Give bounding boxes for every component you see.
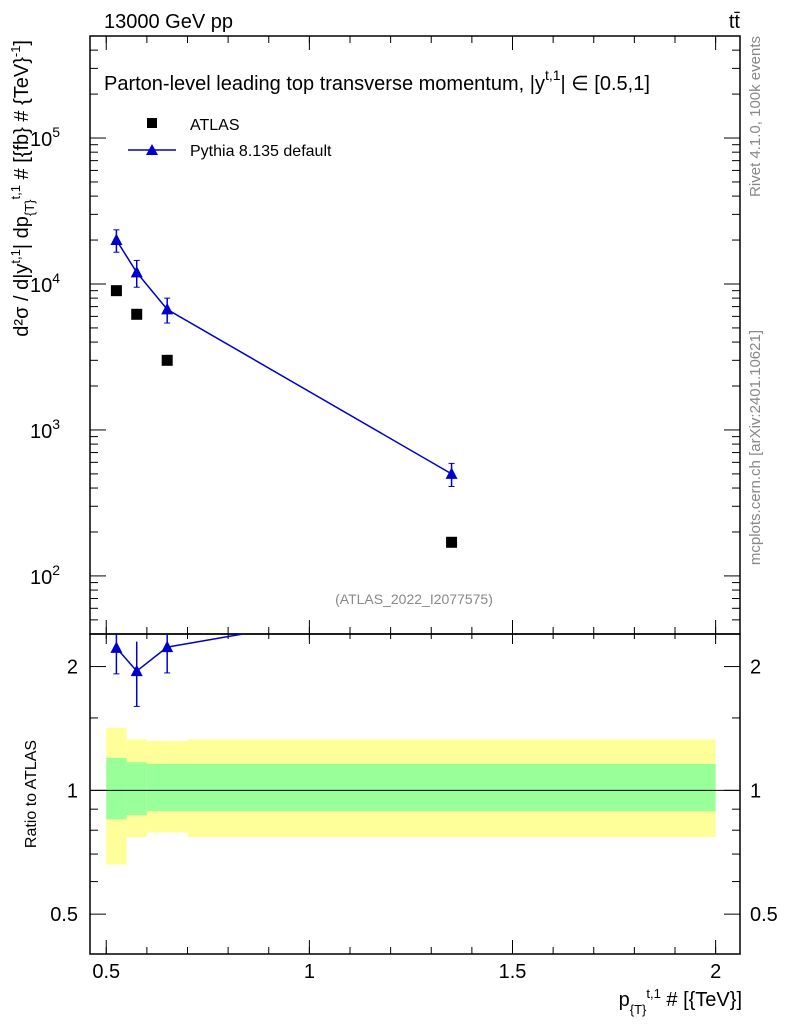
ratio-point xyxy=(110,641,123,653)
ratio-y-tick-label-right: 0.5 xyxy=(750,904,778,926)
chart-title-sup: t,1 xyxy=(545,67,561,83)
data-marks xyxy=(110,229,458,707)
atlas-point xyxy=(161,354,173,366)
mcplots-label: mcplots.cern.ch [arXiv:2401.10621] xyxy=(747,330,764,565)
atlas-point xyxy=(131,308,143,320)
y-tick-exponent: 4 xyxy=(52,270,60,286)
analysis-id: (ATLAS_2022_I2077575) xyxy=(335,591,493,607)
atlas-point xyxy=(446,536,458,548)
ratio-point xyxy=(130,664,143,677)
legend-atlas-marker xyxy=(147,118,157,128)
pythia-line xyxy=(115,239,452,475)
y-tick-label: 104 xyxy=(30,270,60,297)
x-tick-label: 1.5 xyxy=(499,961,527,983)
legend-pythia-marker xyxy=(146,144,158,155)
header-left: 13000 GeV pp xyxy=(104,11,233,33)
x-tick-label: 2 xyxy=(710,961,721,983)
x-tick-label: 1 xyxy=(304,961,315,983)
x-axis-label: p{T}t,1 # [{TeV}] xyxy=(619,986,742,1017)
y-tick-label: 102 xyxy=(30,562,60,589)
header-right: tt̄ xyxy=(729,11,741,33)
ratio-y-tick-label-right: 1 xyxy=(750,780,761,802)
y-tick-exponent: 3 xyxy=(52,416,60,432)
pythia-point xyxy=(110,233,123,246)
pythia-point xyxy=(161,302,174,315)
y-tick-exponent: 2 xyxy=(52,562,60,578)
pythia-point xyxy=(445,467,458,479)
ratio-y-axis-label: Ratio to ATLAS xyxy=(23,740,40,848)
ratio-y-tick-label: 1 xyxy=(67,780,78,802)
main-frame xyxy=(89,35,741,635)
y-tick-label: 105 xyxy=(30,124,60,151)
ratio-band-inner xyxy=(126,762,147,816)
chart-title-text: Parton-level leading top transverse mome… xyxy=(104,73,545,95)
rivet-label: Rivet 4.1.0, 100k events xyxy=(747,36,764,197)
x-tick-label: 0.5 xyxy=(92,961,120,983)
ratio-y-tick-label-right: 2 xyxy=(750,657,761,679)
ratio-band-inner xyxy=(146,763,188,812)
chart-title-tail: | ∈ [0.5,1] xyxy=(561,73,650,95)
ratio-line xyxy=(167,633,243,648)
ratio-y-tick-label: 2 xyxy=(67,657,78,679)
pythia-point xyxy=(130,265,143,278)
y-tick-exponent: 5 xyxy=(52,124,60,140)
ratio-frame xyxy=(89,633,741,955)
y-axis-label: d²σ / d|yt,1| dp{T}t,1 # [{fb} # {TeV}-1… xyxy=(8,40,37,337)
y-tick-label: 103 xyxy=(30,416,60,443)
atlas-point xyxy=(110,285,122,297)
ratio-bands xyxy=(90,727,740,865)
chart-title: Parton-level leading top transverse mome… xyxy=(104,67,650,95)
legend-atlas-label: ATLAS xyxy=(190,117,240,134)
ratio-band-inner xyxy=(106,757,127,820)
ratio-y-tick-label: 0.5 xyxy=(50,904,78,926)
ratio-point xyxy=(161,640,174,653)
legend-pythia-label: Pythia 8.135 default xyxy=(190,143,332,160)
ratio-band-inner xyxy=(187,763,716,812)
